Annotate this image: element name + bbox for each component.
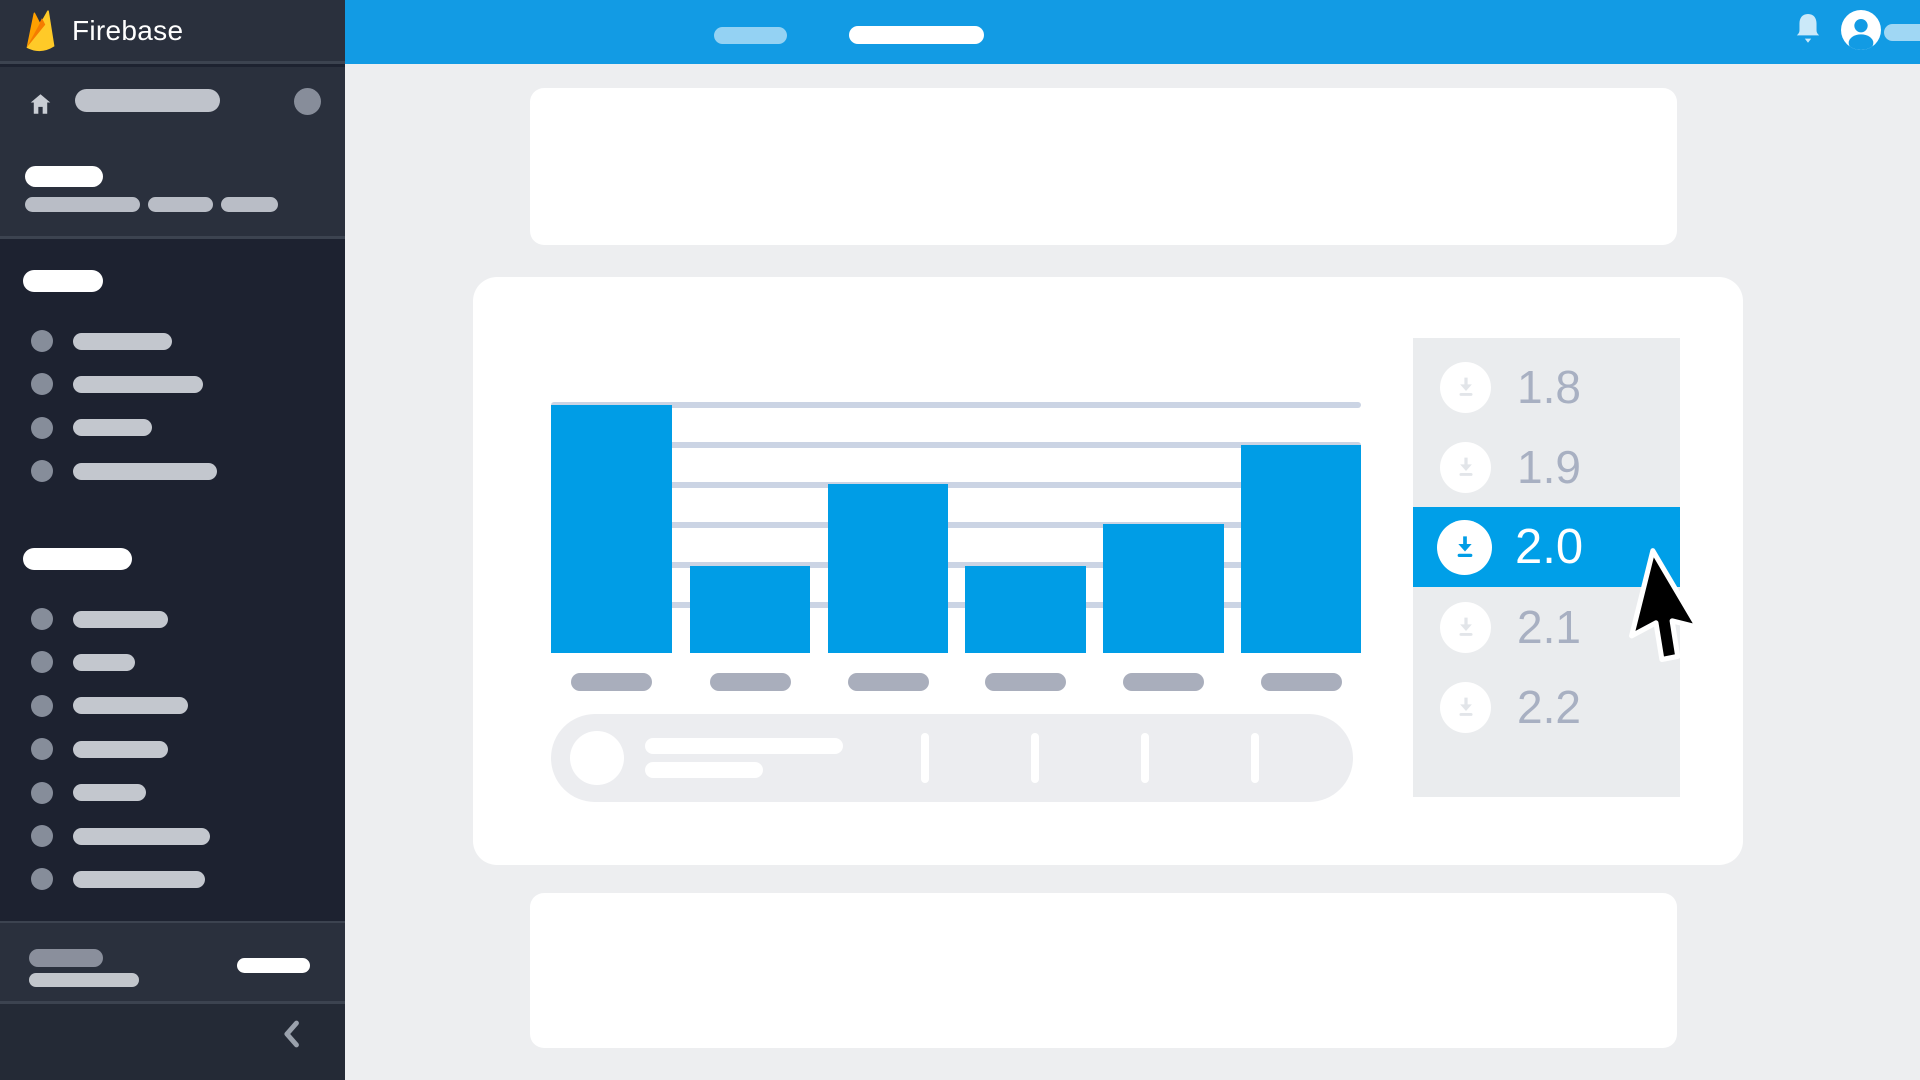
bottom-banner-card — [530, 893, 1677, 1048]
x-axis-label-placeholder — [1123, 673, 1204, 691]
x-axis-label-placeholder — [571, 673, 652, 691]
version-picker-panel: 1.8 1.9 2.0 2.1 2.2 — [1413, 338, 1680, 797]
download-icon[interactable] — [1437, 519, 1492, 575]
chart-gridline — [551, 402, 1361, 408]
nav-group-2-heading-placeholder — [23, 270, 103, 292]
download-icon[interactable] — [1440, 601, 1491, 653]
scrubber-tick — [921, 733, 929, 783]
chart-bar-3 — [828, 484, 948, 653]
chart-gridline — [551, 562, 1361, 568]
nav-group-3-heading-placeholder — [23, 548, 132, 570]
chart-gridline — [551, 522, 1361, 528]
nav-group-2-item-1[interactable] — [73, 332, 172, 350]
download-icon[interactable] — [1440, 441, 1491, 493]
version-label: 2.2 — [1517, 681, 1581, 733]
chart-gridline — [551, 602, 1361, 608]
plan-name-placeholder — [29, 949, 103, 967]
timeline-scrubber[interactable] — [551, 714, 1353, 802]
nav-group-3-item-1-icon — [31, 608, 53, 630]
chart-bar-2 — [690, 566, 810, 653]
chart-bar-4 — [965, 566, 1086, 653]
download-icon[interactable] — [1440, 361, 1491, 413]
nav-group-2-item-4[interactable] — [73, 462, 217, 480]
scrubber-knob[interactable] — [570, 731, 624, 785]
nav-group-3-item-6[interactable] — [73, 827, 210, 845]
project-settings-gear-icon[interactable] — [294, 88, 321, 115]
section-heading-placeholder — [25, 166, 103, 187]
upgrade-button[interactable] — [237, 958, 310, 973]
nav-group-2-item-3[interactable] — [73, 419, 152, 437]
nav-group-3-item-5[interactable] — [73, 784, 146, 802]
nav-group-2-item-3-icon — [31, 416, 53, 439]
version-label: 1.8 — [1517, 361, 1581, 413]
version-row-1.8[interactable]: 1.8 — [1413, 347, 1680, 427]
nav-group-3-item-2-icon — [31, 651, 53, 674]
nav-group-3-item-6-icon — [31, 825, 53, 847]
nav-group-2-item-1-icon — [31, 330, 53, 352]
version-row-1.9[interactable]: 1.9 — [1413, 427, 1680, 507]
sidebar: Firebase — [0, 0, 345, 1080]
sidebar-subitem-3[interactable] — [221, 197, 278, 212]
nav-group-2-item-4-icon — [31, 460, 53, 483]
version-row-2.1[interactable]: 2.1 — [1413, 587, 1680, 667]
nav-group-3-item-7-icon — [31, 868, 53, 891]
sidebar-collapse-bar — [0, 1004, 345, 1080]
scrubber-sublabel-placeholder — [645, 762, 763, 778]
brand-header[interactable]: Firebase — [0, 0, 345, 64]
nav-group-3-item-7[interactable] — [73, 870, 205, 888]
sidebar-subitem-2[interactable] — [148, 197, 213, 212]
nav-group-3-item-1[interactable] — [73, 610, 168, 628]
nav-group-2-item-2[interactable] — [73, 375, 203, 393]
nav-pill-docs[interactable] — [1884, 24, 1920, 41]
version-row-2.0[interactable]: 2.0 — [1413, 507, 1680, 587]
sidebar-subitem-1[interactable] — [25, 197, 140, 212]
firebase-logo-icon — [26, 10, 55, 52]
top-app-bar — [345, 0, 1920, 64]
download-icon[interactable] — [1440, 681, 1491, 733]
scrubber-tick — [1251, 733, 1259, 783]
x-axis-label-placeholder — [985, 673, 1066, 691]
brand-name: Firebase — [72, 15, 184, 46]
version-label: 2.0 — [1515, 520, 1584, 574]
x-axis-label-placeholder — [1260, 673, 1342, 691]
scrubber-label-placeholder — [645, 738, 843, 754]
home-icon[interactable] — [27, 91, 54, 117]
plan-detail-placeholder — [29, 973, 139, 987]
nav-group-3-item-3[interactable] — [73, 697, 188, 715]
x-axis-label-placeholder — [847, 673, 929, 691]
chart-bar-5 — [1103, 524, 1224, 653]
nav-group-3-item-3-icon — [31, 694, 53, 717]
account-avatar[interactable] — [1841, 10, 1881, 50]
x-axis-label-placeholder — [709, 673, 791, 691]
scrubber-tick — [1141, 733, 1149, 783]
nav-group-3-item-4[interactable] — [73, 740, 168, 758]
version-label: 2.1 — [1517, 601, 1581, 653]
bell-icon[interactable] — [1792, 11, 1824, 49]
mouse-cursor — [1629, 548, 1701, 663]
chart-gridline — [551, 442, 1361, 448]
chart-gridline — [551, 482, 1361, 488]
scrubber-tick — [1031, 733, 1039, 783]
nav-pill-breadcrumb[interactable] — [714, 27, 787, 44]
nav-pill-title[interactable] — [849, 26, 984, 44]
version-label: 1.9 — [1517, 441, 1581, 493]
nav-group-3-item-4-icon — [31, 738, 53, 761]
chart-bar-6 — [1241, 445, 1361, 653]
nav-group-3-item-5-icon — [31, 781, 53, 804]
project-name-placeholder[interactable] — [75, 89, 220, 112]
top-banner-card — [530, 88, 1677, 245]
sidebar-plan-section — [0, 921, 345, 1004]
sidebar-top-section — [0, 67, 345, 239]
nav-group-2-item-2-icon — [31, 373, 53, 396]
chart-bar-1 — [551, 405, 672, 653]
nav-group-3-item-2[interactable] — [73, 653, 135, 671]
version-row-2.2[interactable]: 2.2 — [1413, 667, 1680, 747]
chevron-left-icon[interactable] — [278, 1019, 304, 1049]
